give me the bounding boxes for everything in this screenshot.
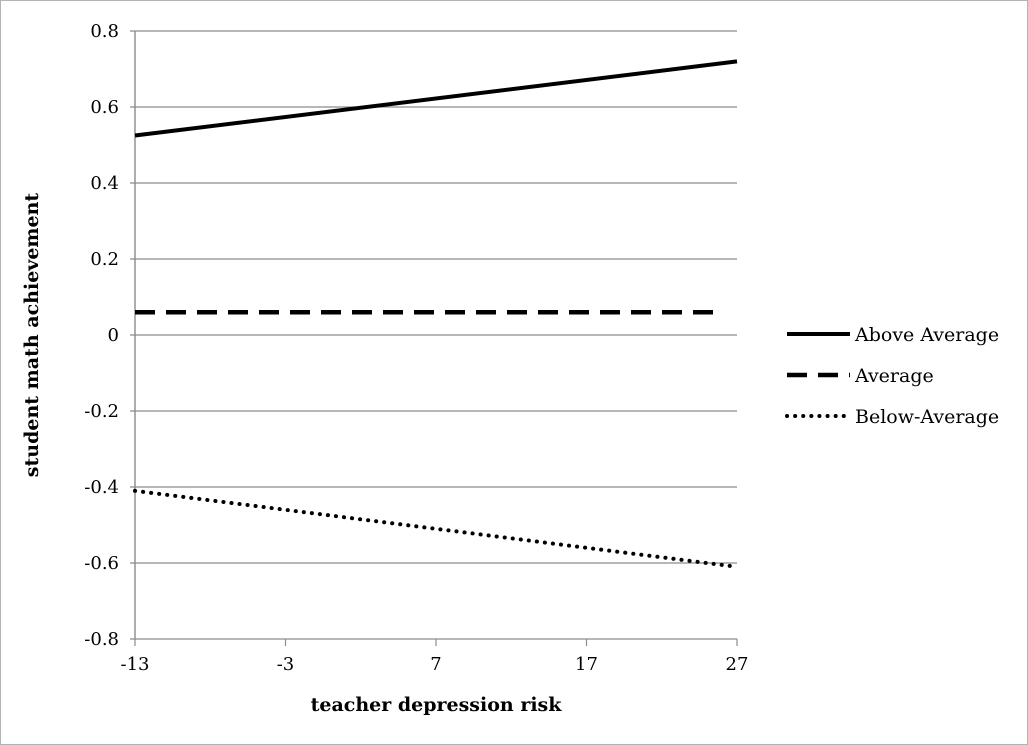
y-tick-label: 0.4 — [90, 173, 119, 194]
x-tick-label: 27 — [726, 654, 749, 675]
axes — [134, 31, 738, 646]
y-tick-label: -0.2 — [84, 401, 119, 422]
series-line-above-average — [134, 59, 738, 138]
legend-label: Average — [854, 365, 934, 387]
x-tick-label: -3 — [277, 654, 295, 675]
y-tick-label: -0.4 — [84, 477, 119, 498]
legend-item: Below-Average — [785, 406, 999, 428]
y-axis-title: student math achievement — [21, 193, 43, 478]
x-tick-labels: -13 -3 7 17 27 — [121, 654, 749, 675]
x-tick-label: 7 — [430, 654, 441, 675]
legend-label: Above Average — [854, 324, 999, 346]
y-tick-label: 0.2 — [90, 249, 119, 270]
legend: Above Average Average Below-Average — [785, 324, 999, 428]
y-tick-label: 0.6 — [90, 97, 119, 118]
y-tick-label: 0 — [108, 325, 119, 346]
legend-label: Below-Average — [855, 406, 999, 428]
legend-item: Average — [787, 365, 934, 387]
x-axis-title: teacher depression risk — [311, 694, 563, 716]
x-tick-label: 17 — [575, 654, 598, 675]
grid-lines — [130, 30, 737, 640]
y-tick-labels: 0.8 0.6 0.4 0.2 0 -0.2 -0.4 -0.6 -0.8 — [84, 21, 119, 650]
x-tick-label: -13 — [121, 654, 150, 675]
y-tick-label: -0.8 — [84, 629, 119, 650]
legend-item: Above Average — [787, 324, 999, 346]
series-lines — [133, 59, 739, 569]
series-line-below-average — [133, 488, 739, 569]
y-tick-label: 0.8 — [90, 21, 119, 42]
y-tick-label: -0.6 — [84, 553, 119, 574]
